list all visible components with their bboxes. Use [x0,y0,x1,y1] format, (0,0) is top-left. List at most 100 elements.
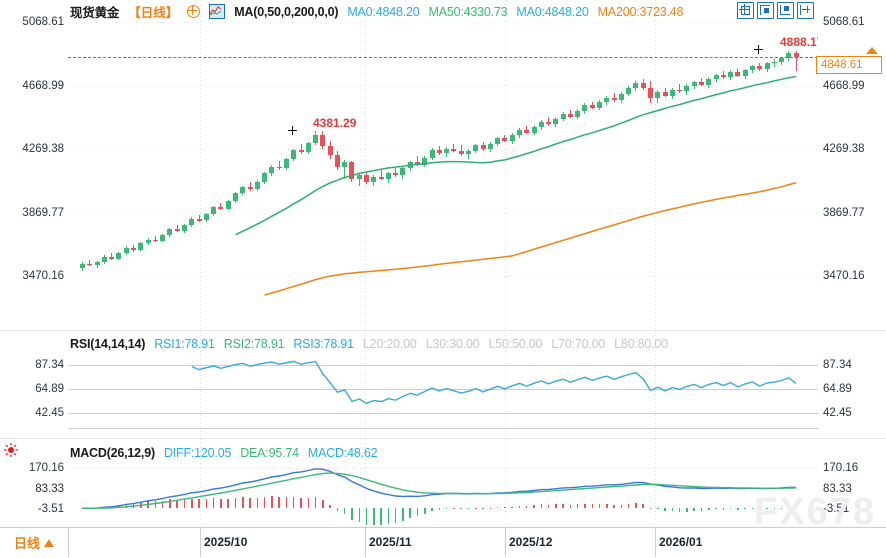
rsi-reference-line [68,365,818,367]
candle-body [109,256,115,259]
candlestick [225,0,231,330]
candle-body [182,224,187,231]
price-label-right: 4269.38 [823,143,865,156]
macd-histogram-bar [125,503,127,509]
macd-histogram-bar [351,508,353,520]
macd-histogram-bar [467,508,470,510]
candle-body [131,247,137,251]
last-price-badge[interactable]: 4848.61 [816,55,882,74]
ma-indicator-icon[interactable] [209,4,226,19]
macd-histogram-bar [242,496,244,509]
macd-histogram-bar [795,507,797,509]
symbol-name: 现货黄金 [70,6,120,20]
period-tag: 【日线】 [128,6,179,20]
macd-histogram-bar [278,497,280,509]
macd-histogram-bar [416,508,419,517]
price-annotation: 4381.29 [313,116,357,130]
rsi-label-right: 64.89 [823,382,852,395]
candlestick [291,0,297,330]
macd-histogram-bar [635,503,637,509]
candlestick [698,0,704,330]
candlestick [327,0,333,330]
macd-histogram-bar [460,508,462,510]
candle-body [196,218,202,221]
time-axis-label: 2025/12 [509,535,553,549]
candle-body [786,52,792,59]
macd-histogram-bar [598,504,601,509]
rsi-l20-value: L20:20.00 [362,336,417,351]
candle-body [87,263,93,266]
macd-histogram-bar [220,498,222,509]
macd-reference-line [68,468,818,470]
candlestick [364,0,370,330]
macd-histogram-bar [737,508,739,510]
period-selector[interactable]: 日线 [0,528,69,557]
candle-body [254,181,260,190]
candle-body [771,61,777,64]
rsi-l70-value: L70:70.00 [551,336,606,351]
candle-body [779,58,785,62]
candle-body [334,155,340,168]
macd-histogram-bar [482,508,484,510]
candlestick [502,0,508,330]
candle-body [597,102,603,108]
macd-histogram-bar [358,508,360,523]
candlestick [131,0,137,330]
rsi-header: RSI(14,14,14) RSI1:78.91 RSI2:78.91 RSI3… [70,334,668,353]
annotation-marker-icon [288,126,297,135]
macd-histogram-bar [212,498,215,509]
macd-histogram-bar [329,504,331,509]
macd-histogram-bar [322,500,324,509]
candle-body [393,173,399,176]
candlestick [451,0,457,330]
macd-label-left: 170.16 [28,462,64,475]
brightness-sun-icon[interactable] [4,443,18,457]
candlestick [677,0,683,330]
rsi-label-right: 87.34 [823,359,852,372]
macd-histogram-bar [700,508,703,512]
candlestick [393,0,399,330]
candlestick [218,0,224,330]
price-panel[interactable]: 5068.61 4668.99 4269.38 3869.77 3470.16 5068… [0,0,886,330]
price-plot-area[interactable]: 4381.29 4888.17 [68,0,818,330]
candle-body [385,173,391,179]
candle-body [342,162,348,168]
measure-right-tool-icon[interactable] [777,2,794,19]
candle-body [618,93,624,101]
candlestick [786,0,792,330]
macd-histogram-bar [373,508,375,526]
candlestick [94,0,100,330]
crosshair-circle-icon[interactable] [187,5,201,18]
candlestick [152,0,158,330]
candle-body [116,252,122,259]
macd-histogram-bar [147,501,149,509]
shift-right-tool-icon[interactable] [797,2,814,19]
macd-histogram-bar [256,497,259,509]
grid-line-vertical [200,0,201,330]
candle-body [94,262,100,266]
chart-toolbar[interactable] [737,2,814,19]
candlestick [546,0,552,330]
candlestick [662,0,668,330]
macd-histogram-bar [96,508,98,509]
candlestick [604,0,610,330]
macd-histogram-bar [300,497,302,509]
macd-histogram-bar [198,499,200,509]
candle-body [720,74,726,78]
macd-histogram-bar [744,508,746,510]
candlestick [196,0,202,330]
measure-left-tool-icon[interactable] [757,2,774,19]
candle-body [269,166,275,174]
macd-histogram-bar [657,508,659,510]
crosshair-tool-icon[interactable] [737,2,754,19]
macd-histogram-bar [110,506,113,509]
rsi-reference-line [68,427,818,429]
time-axis-tick [200,528,201,557]
macd-histogram-bar [271,496,273,509]
candle-body [560,114,566,119]
macd-histogram-bar [649,507,652,509]
rsi2-value: RSI2:78.91 [223,336,285,351]
macd-histogram-bar [584,503,586,509]
macd-histogram-bar [504,507,506,509]
macd-histogram-bar [496,507,499,509]
